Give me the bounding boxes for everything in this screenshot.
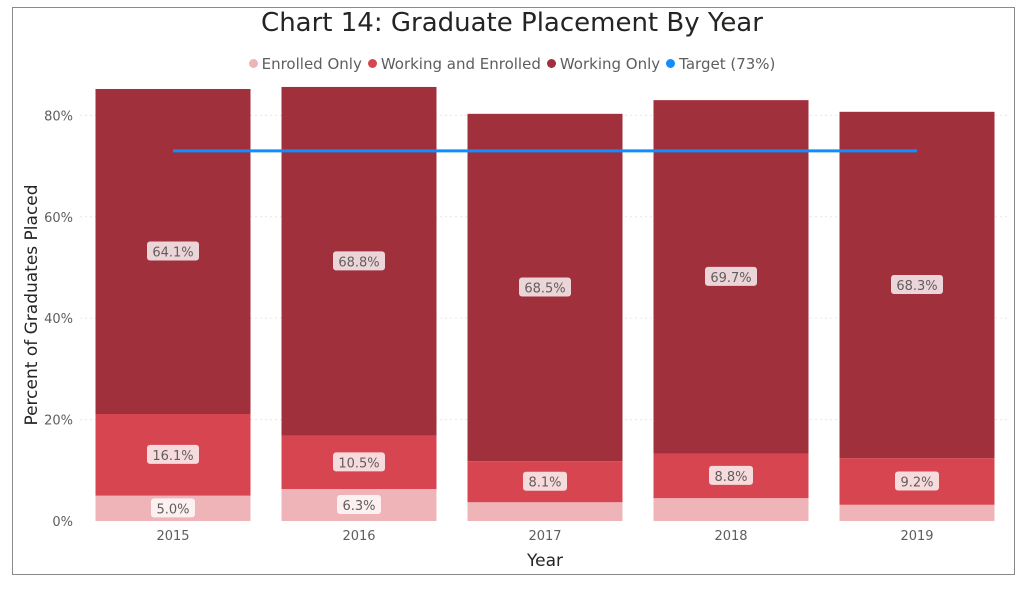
y-tick-label: 20% [44, 414, 73, 429]
chart-legend: Enrolled Only Working and Enrolled Working… [0, 55, 1024, 73]
legend-label: Working Only [559, 55, 661, 73]
data-label-background [333, 452, 385, 472]
data-label: 68.5% [524, 281, 565, 296]
data-label: 10.5% [338, 456, 379, 471]
legend-marker-icon [367, 59, 377, 68]
legend-label: Enrolled Only [261, 55, 362, 73]
legend-label: Target (73%) [679, 55, 776, 73]
y-axis-title: Percent of Graduates Placed [22, 184, 42, 425]
x-tick-label: 2016 [342, 529, 375, 544]
data-label-background [337, 495, 381, 515]
data-label: 8.8% [714, 470, 747, 485]
bar-enrolled-only-2018 [653, 498, 809, 521]
data-label-background [895, 471, 939, 491]
y-tick-label: 60% [44, 211, 73, 226]
legend-item-working-and-enrolled[interactable]: Working and Enrolled [367, 55, 541, 73]
x-tick-label: 2015 [156, 529, 189, 544]
legend-item-working-only[interactable]: Working Only [546, 55, 661, 73]
x-axis-title: Year [526, 551, 563, 571]
x-tick-label: 2019 [900, 529, 933, 544]
data-label: 8.1% [528, 476, 561, 491]
data-label: 68.3% [896, 279, 937, 294]
data-label-background [891, 274, 943, 294]
y-tick-label: 0% [52, 515, 73, 530]
legend-item-target-73[interactable]: Target (73%) [666, 55, 775, 73]
data-label-background [523, 471, 567, 491]
legend-item-enrolled-only[interactable]: Enrolled Only [248, 55, 362, 73]
data-label-background [705, 266, 757, 286]
data-label: 5.0% [156, 502, 189, 517]
chart-title: Chart 14: Graduate Placement By Year [261, 8, 763, 38]
bar-enrolled-only-2017 [467, 502, 623, 521]
data-label-background [519, 277, 571, 297]
legend-marker-icon [248, 59, 258, 68]
data-label: 69.7% [710, 271, 751, 286]
legend-marker-icon [666, 59, 676, 68]
data-label-background [151, 498, 195, 518]
data-label-background [333, 251, 385, 271]
data-label-background [709, 465, 753, 485]
data-label: 6.3% [342, 499, 375, 514]
data-label: 9.2% [900, 475, 933, 490]
data-label: 16.1% [152, 449, 193, 464]
legend-marker-icon [546, 59, 556, 68]
data-label: 68.8% [338, 255, 379, 270]
x-tick-label: 2017 [528, 529, 561, 544]
y-tick-label: 80% [44, 109, 73, 124]
x-tick-label: 2018 [714, 529, 747, 544]
bar-enrolled-only-2019 [839, 504, 995, 521]
y-tick-label: 40% [44, 312, 73, 327]
data-label-background [147, 444, 199, 464]
legend-label: Working and Enrolled [380, 55, 541, 73]
data-label: 64.1% [152, 245, 193, 260]
data-label-background [147, 241, 199, 261]
